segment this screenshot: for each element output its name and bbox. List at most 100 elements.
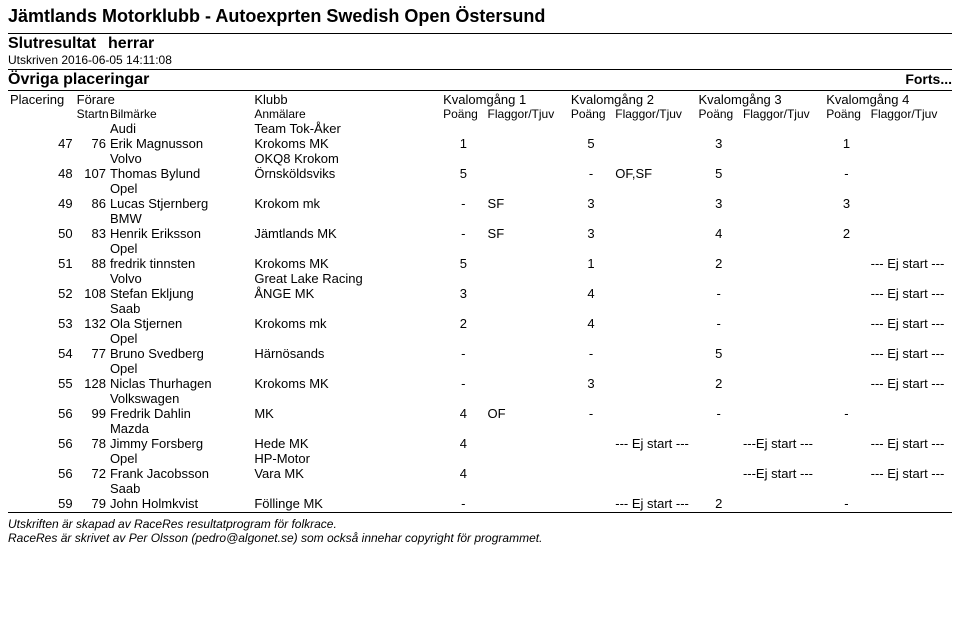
cell-q4p: - — [824, 496, 868, 511]
cell-st — [75, 151, 108, 166]
cell-club — [252, 241, 441, 256]
cell-q2p: 3 — [569, 226, 613, 241]
cell-q1f — [486, 256, 569, 271]
cell-q3p: - — [697, 316, 741, 331]
cell-q3f — [741, 376, 824, 391]
timestamp: Utskriven 2016-06-05 14:11:08 — [8, 53, 952, 67]
table-row: 4776Erik MagnussonKrokoms MK1531 — [8, 136, 952, 151]
cell-q2f — [613, 361, 696, 376]
cell-q4f: --- Ej start --- — [869, 466, 952, 481]
col-kval1: Kvalomgång 1 — [441, 92, 569, 107]
cell-club: MK — [252, 406, 441, 421]
cell-q2p — [569, 211, 613, 226]
cell-q3p: 2 — [697, 256, 741, 271]
cell-st: 108 — [75, 286, 108, 301]
cell-q3p — [697, 451, 741, 466]
cell-q1f — [486, 271, 569, 286]
cell-q4f — [869, 121, 952, 136]
cell-st — [75, 361, 108, 376]
cell-q2f — [613, 256, 696, 271]
cell-pl: 59 — [8, 496, 75, 511]
table-row: 5083Henrik ErikssonJämtlands MK-SF342 — [8, 226, 952, 241]
cell-st: 72 — [75, 466, 108, 481]
cell-st: 76 — [75, 136, 108, 151]
cell-club — [252, 181, 441, 196]
cell-q3p — [697, 271, 741, 286]
cell-q3p — [697, 241, 741, 256]
col-poang-3: Poäng — [697, 107, 741, 121]
cell-q4p — [824, 286, 868, 301]
cell-q2p — [569, 391, 613, 406]
cell-st: 99 — [75, 406, 108, 421]
cell-q2f — [613, 346, 696, 361]
cell-q1f — [486, 121, 569, 136]
cell-st — [75, 331, 108, 346]
cell-name: Volkswagen — [108, 391, 252, 406]
cell-st: 132 — [75, 316, 108, 331]
cell-q1f — [486, 211, 569, 226]
forts-label: Forts... — [905, 71, 952, 87]
cell-q3p: 2 — [697, 376, 741, 391]
cell-name: Niclas Thurhagen — [108, 376, 252, 391]
cell-pl: 56 — [8, 466, 75, 481]
table-row: VolvoOKQ8 Krokom — [8, 151, 952, 166]
cell-q1f — [486, 346, 569, 361]
cell-q3p: 2 — [697, 496, 741, 511]
cell-club: Krokoms MK — [252, 136, 441, 151]
cell-pl — [8, 481, 75, 496]
cell-q4f — [869, 301, 952, 316]
cell-q2f — [613, 181, 696, 196]
cell-q2p — [569, 181, 613, 196]
table-row: Opel — [8, 331, 952, 346]
cell-pl — [8, 331, 75, 346]
cell-q2p: - — [569, 166, 613, 181]
cell-q3p — [697, 391, 741, 406]
cell-q2p — [569, 151, 613, 166]
cell-q2p — [569, 241, 613, 256]
col-placering: Placering — [8, 92, 75, 107]
cell-club: Jämtlands MK — [252, 226, 441, 241]
cell-name: Stefan Ekljung — [108, 286, 252, 301]
cell-q2f — [613, 151, 696, 166]
cell-pl — [8, 121, 75, 136]
cell-q1f — [486, 361, 569, 376]
cell-pl — [8, 421, 75, 436]
cell-q3f — [741, 241, 824, 256]
cell-club — [252, 331, 441, 346]
cell-q1f: SF — [486, 226, 569, 241]
cell-name: John Holmkvist — [108, 496, 252, 511]
header-row-2: Startnr Bilmärke Anmälare Poäng Flaggor/… — [8, 107, 952, 121]
cell-q4p — [824, 361, 868, 376]
cell-q3f — [741, 391, 824, 406]
col-flaggor-3: Flaggor/Tjuv — [741, 107, 824, 121]
cell-q4p: 3 — [824, 196, 868, 211]
cell-club: Vara MK — [252, 466, 441, 481]
cell-q1p: 4 — [441, 466, 485, 481]
cell-pl: 55 — [8, 376, 75, 391]
cell-pl: 48 — [8, 166, 75, 181]
cell-q4p — [824, 271, 868, 286]
cell-club: OKQ8 Krokom — [252, 151, 441, 166]
cell-pl: 53 — [8, 316, 75, 331]
cell-club: HP-Motor — [252, 451, 441, 466]
cell-q4p — [824, 301, 868, 316]
page-title: Jämtlands Motorklubb - Autoexprten Swedi… — [8, 6, 952, 27]
cell-q3f — [741, 166, 824, 181]
cell-q1p — [441, 481, 485, 496]
table-row: Saab — [8, 301, 952, 316]
cell-club — [252, 211, 441, 226]
cell-q1f — [486, 421, 569, 436]
col-bilmarke: Bilmärke — [108, 107, 252, 121]
cell-q1f — [486, 481, 569, 496]
table-row: OpelHP-Motor — [8, 451, 952, 466]
cell-q3p — [697, 301, 741, 316]
cell-name: Jimmy Forsberg — [108, 436, 252, 451]
cell-q2p — [569, 361, 613, 376]
cell-name: fredrik tinnsten — [108, 256, 252, 271]
table-row: Saab — [8, 481, 952, 496]
divider — [8, 33, 952, 34]
cell-q3f — [741, 406, 824, 421]
cell-q3p: 5 — [697, 166, 741, 181]
cell-name: Opel — [108, 451, 252, 466]
cell-club — [252, 481, 441, 496]
